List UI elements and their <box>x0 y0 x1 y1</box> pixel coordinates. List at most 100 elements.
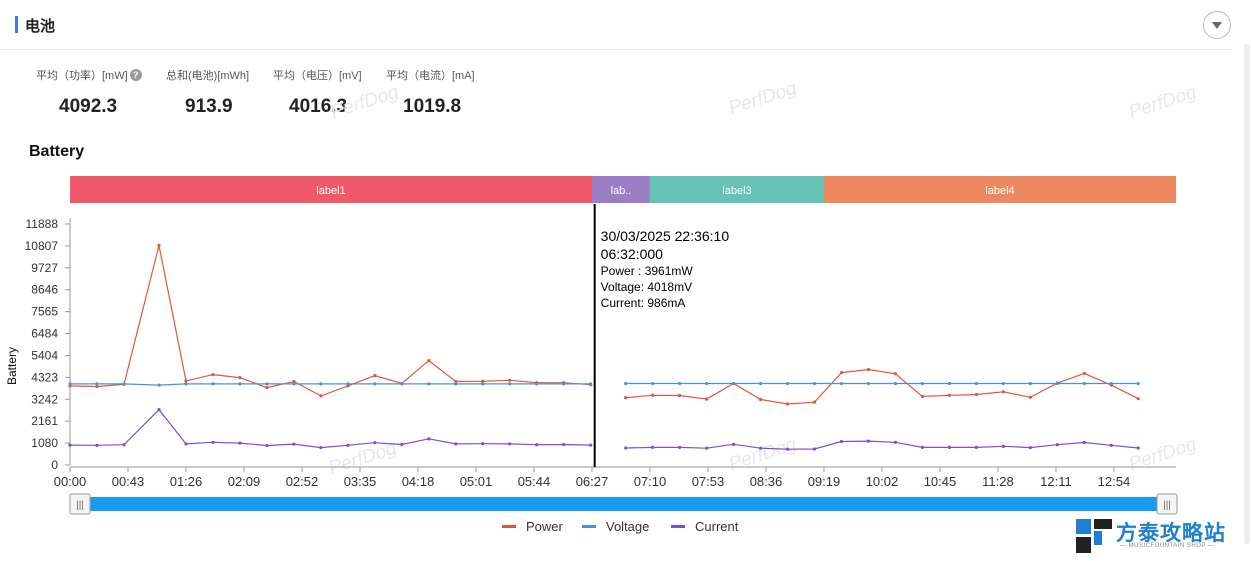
data-point-voltage <box>562 382 566 386</box>
data-point-voltage <box>265 382 269 386</box>
legend-item-current[interactable]: Current <box>671 519 738 534</box>
data-point-voltage <box>427 382 431 386</box>
x-tick-label: 10:45 <box>924 474 957 489</box>
data-point-power <box>651 393 655 397</box>
logo-subtext: — MUSICFOUNTAIN SHOP — <box>1120 543 1215 549</box>
data-point-current <box>1136 446 1140 450</box>
data-point-voltage <box>68 382 72 386</box>
y-tick-label: 6484 <box>31 327 58 341</box>
label-band-text: label4 <box>985 185 1014 197</box>
y-tick-label: 3242 <box>31 392 58 406</box>
data-point-power <box>624 396 628 400</box>
label-band-text: label1 <box>316 185 345 197</box>
data-point-power <box>211 372 215 377</box>
data-point-power <box>427 358 431 363</box>
data-point-voltage <box>974 381 978 386</box>
logo-text: 方泰攻略站 <box>1116 522 1226 545</box>
series-line-power <box>69 245 591 397</box>
data-point-current <box>920 445 925 449</box>
collapse-chevron-icon[interactable] <box>1203 11 1231 39</box>
data-point-current <box>454 442 458 446</box>
battery-section-header: 电池 <box>0 0 1232 50</box>
legend-item-power[interactable]: Power <box>502 519 563 534</box>
data-point-power <box>292 379 296 384</box>
data-point-current <box>319 445 323 450</box>
x-tick-label: 00:43 <box>112 474 145 489</box>
x-tick-label: 03:35 <box>344 474 377 489</box>
data-point-power <box>184 379 188 383</box>
data-point-power <box>678 393 682 398</box>
slider-handle[interactable] <box>69 493 91 515</box>
data-point-current <box>157 408 161 412</box>
stat-value: 4092.3 <box>59 96 118 117</box>
legend-swatch <box>502 525 516 528</box>
data-point-current <box>562 442 566 447</box>
tooltip-line: Power : 3961mW <box>601 264 694 278</box>
data-point-voltage <box>122 382 126 386</box>
x-tick-label: 10:02 <box>866 474 899 489</box>
legend-item-voltage[interactable]: Voltage <box>582 519 649 534</box>
data-point-current <box>839 439 844 444</box>
data-point-voltage <box>812 381 817 386</box>
data-point-voltage <box>705 381 709 386</box>
x-tick-label: 04:18 <box>402 474 435 489</box>
x-tick-label: 11:28 <box>982 474 1014 489</box>
data-point-voltage <box>589 382 593 386</box>
section-title: 电池 <box>25 18 56 35</box>
data-point-current <box>1028 445 1032 450</box>
y-tick-label: 11888 <box>26 217 59 231</box>
data-point-current <box>265 443 269 448</box>
data-point-power <box>319 394 323 398</box>
data-point-power <box>373 373 377 378</box>
slider-track <box>79 497 1166 511</box>
stat-avg-current: 平均（电流）[mA] 1019.8 <box>386 66 475 117</box>
x-tick-label: 05:01 <box>460 474 493 489</box>
data-point-current <box>678 445 682 449</box>
x-tick-label: 12:11 <box>1040 474 1072 489</box>
data-point-current <box>651 445 655 449</box>
slider-handle[interactable] <box>1156 493 1178 515</box>
stat-label: 平均（电压）[mV] <box>273 70 362 82</box>
y-tick-label: 10807 <box>25 239 59 253</box>
data-point-voltage <box>292 382 296 386</box>
data-point-current <box>373 441 377 445</box>
data-point-current <box>427 437 431 441</box>
data-point-current <box>481 442 485 446</box>
label-band-segment <box>591 176 650 203</box>
series-line-voltage <box>70 383 591 386</box>
data-point-current <box>400 442 404 447</box>
data-point-current <box>184 442 188 446</box>
data-point-voltage <box>1082 381 1086 386</box>
legend-swatch <box>582 525 596 528</box>
data-point-power <box>705 397 709 401</box>
label-band-segment <box>823 176 1176 203</box>
help-icon[interactable]: ? <box>129 69 142 81</box>
data-point-power <box>839 370 844 375</box>
battery-chart[interactable]: label1 lab.. label3 label4 11888 10807 9727 86… <box>0 0 1251 520</box>
tooltip-date: 30/03/2025 22:36:10 <box>601 228 730 244</box>
data-point-voltage <box>920 381 925 386</box>
data-point-current <box>785 447 790 451</box>
data-point-current <box>535 443 539 447</box>
data-point-current <box>1109 443 1113 447</box>
tooltip-time: 06:32:000 <box>601 246 663 262</box>
page-scrollbar[interactable] <box>1244 44 1250 544</box>
cursor-layer: 30/03/2025 22:36:10 06:32:000 Power : 3961… <box>593 204 730 467</box>
data-point-power <box>481 379 485 383</box>
data-point-power <box>947 393 952 397</box>
slider-grip-icon: ||| <box>1163 500 1171 511</box>
data-point-voltage <box>893 381 898 386</box>
data-point-power <box>265 385 269 390</box>
x-tick-label: 01:26 <box>170 474 203 489</box>
y-tick-label: 4323 <box>31 370 58 384</box>
stat-value: 4016.3 <box>289 96 348 117</box>
data-point-power <box>785 402 790 406</box>
data-point-power <box>866 367 871 372</box>
x-tick-label: 09:19 <box>808 474 841 489</box>
data-point-voltage <box>373 382 377 386</box>
data-point-voltage <box>1136 381 1140 386</box>
x-tick-label: 08:36 <box>750 474 783 489</box>
stat-value: 1019.8 <box>403 96 462 117</box>
data-point-current <box>1001 444 1005 448</box>
data-point-voltage <box>651 381 655 386</box>
